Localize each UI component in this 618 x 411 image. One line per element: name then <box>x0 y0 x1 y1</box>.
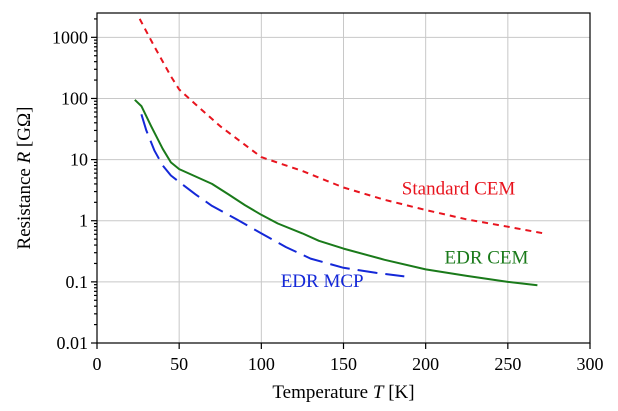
x-tick-label: 50 <box>170 354 188 374</box>
series-label-edr-cem: EDR CEM <box>445 247 529 268</box>
y-tick-label: 1 <box>79 211 88 231</box>
x-axis-label: Temperature T [K] <box>272 382 414 403</box>
x-tick-label: 300 <box>577 354 604 374</box>
series-label-edr-mcp: EDR MCP <box>281 271 364 292</box>
x-tick-label: 200 <box>412 354 439 374</box>
tick-layer: 0 50 100 150 200 250 300 0.01 0.1 1 10 100 1000 <box>52 18 604 374</box>
series-line-edr-cem <box>134 99 538 287</box>
grid <box>97 13 590 343</box>
series-layer <box>134 18 545 287</box>
x-tick-label: 150 <box>330 354 357 374</box>
y-tick-label: 0.1 <box>66 272 89 292</box>
series-line-edr-mcp <box>140 114 405 278</box>
series-line-standard-cem <box>138 18 545 235</box>
series-labels: Standard CEM EDR CEM EDR MCP <box>281 178 529 292</box>
x-tick-label: 250 <box>494 354 521 374</box>
y-tick-label: 0.01 <box>57 333 89 353</box>
y-axis-label: Resistance R [GΩ] <box>14 107 35 250</box>
x-tick-label: 100 <box>248 354 275 374</box>
y-tick-label: 10 <box>70 150 88 170</box>
y-tick-label: 100 <box>61 88 88 108</box>
series-label-standard-cem: Standard CEM <box>402 178 516 199</box>
y-tick-label: 1000 <box>52 27 88 47</box>
x-tick-label: 0 <box>93 354 102 374</box>
